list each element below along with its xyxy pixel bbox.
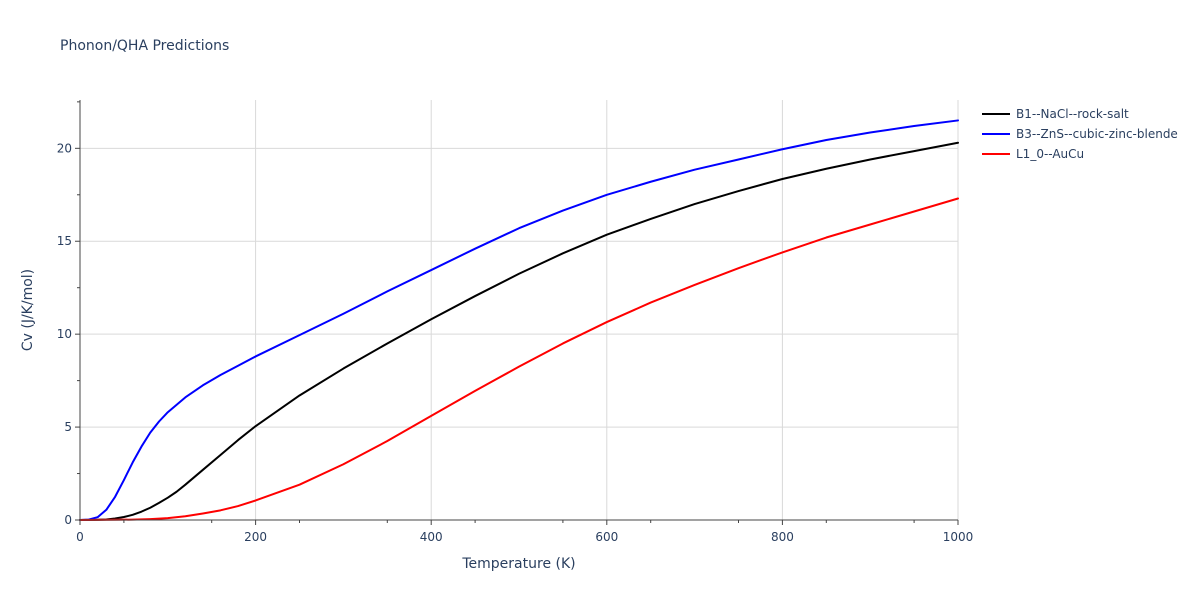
- y-tick-label: 0: [64, 513, 72, 527]
- x-tick-label: 800: [771, 530, 794, 544]
- x-tick-label: 600: [595, 530, 618, 544]
- grid-layer: [80, 100, 959, 520]
- y-tick-label: 10: [57, 327, 72, 341]
- y-tick-label: 5: [64, 420, 72, 434]
- legend-item[interactable]: B1--NaCl--rock-salt: [982, 107, 1129, 121]
- legend-label: L1_0--AuCu: [1016, 147, 1084, 161]
- legend-label: B3--ZnS--cubic-zinc-blende: [1016, 127, 1178, 141]
- legend-item[interactable]: L1_0--AuCu: [982, 147, 1084, 161]
- legend-item[interactable]: B3--ZnS--cubic-zinc-blende: [982, 127, 1178, 141]
- y-tick-label: 15: [57, 234, 72, 248]
- x-tick-label: 200: [244, 530, 267, 544]
- y-axis-title: Cv (J/K/mol): [20, 269, 36, 351]
- x-tick-label: 1000: [943, 530, 974, 544]
- y-tick-label: 20: [57, 141, 72, 155]
- series-line-2[interactable]: [79, 119, 959, 521]
- x-axis-title: Temperature (K): [461, 556, 575, 572]
- x-tick-label: 400: [420, 530, 443, 544]
- chart-title: Phonon/QHA Predictions: [60, 38, 229, 54]
- axes-layer: 0 200 400 600 800 1000 0 5 10 15 20: [57, 100, 974, 544]
- series-line-1[interactable]: [79, 141, 959, 521]
- series-line-3[interactable]: [79, 197, 959, 521]
- series-layer: [79, 119, 959, 521]
- legend-label: B1--NaCl--rock-salt: [1016, 107, 1129, 121]
- legend[interactable]: B1--NaCl--rock-salt B3--ZnS--cubic-zinc-b…: [982, 107, 1178, 161]
- x-tick-label: 0: [76, 530, 84, 544]
